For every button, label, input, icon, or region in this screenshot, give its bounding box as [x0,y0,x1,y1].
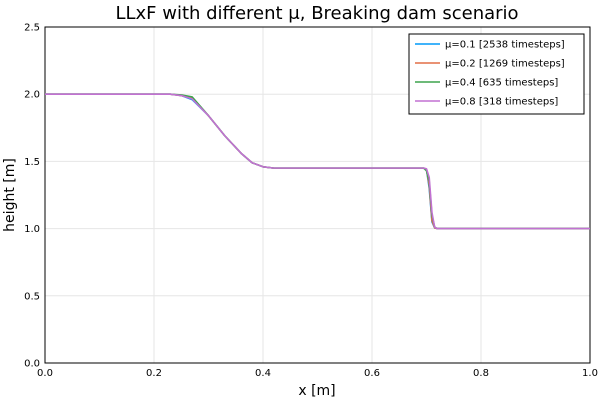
y-tick-label: 2.0 [24,90,40,101]
x-tick-label: 1.0 [582,368,598,379]
legend: μ=0.1 [2538 timesteps] μ=0.2 [1269 timest… [408,33,585,115]
legend-entry-1: μ=0.1 [2538 timesteps] [445,40,565,51]
legend-entry-2: μ=0.2 [1269 timesteps] [445,59,565,70]
x-tick-label: 0.8 [473,368,489,379]
legend-entry-4: μ=0.8 [318 timesteps] [445,97,558,108]
y-tick-label: 0.0 [24,359,40,370]
y-tick-label: 2.5 [24,23,40,34]
x-axis-label: x [m] [298,383,335,399]
x-tick-labels: 0.0 0.2 0.4 0.6 0.8 1.0 [37,368,598,379]
axes [44,26,591,364]
x-tick-label: 0.6 [364,368,380,379]
series-lines [45,93,590,230]
x-tick-label: 0.4 [255,368,271,379]
series-line-4 [45,93,590,230]
x-tick-label: 0.2 [146,368,162,379]
y-tick-label: 1.0 [24,224,40,235]
y-tick-label: 1.5 [24,157,40,168]
plot-frame [44,26,591,364]
chart-title: LLxF with different μ, Breaking dam scen… [115,3,518,24]
legend-entry-3: μ=0.4 [635 timesteps] [445,78,558,89]
y-tick-labels: 0.0 0.5 1.0 1.5 2.0 2.5 [24,23,40,370]
y-axis-label: height [m] [2,158,18,232]
y-tick-label: 0.5 [24,291,40,302]
x-tick-label: 0.0 [37,368,53,379]
